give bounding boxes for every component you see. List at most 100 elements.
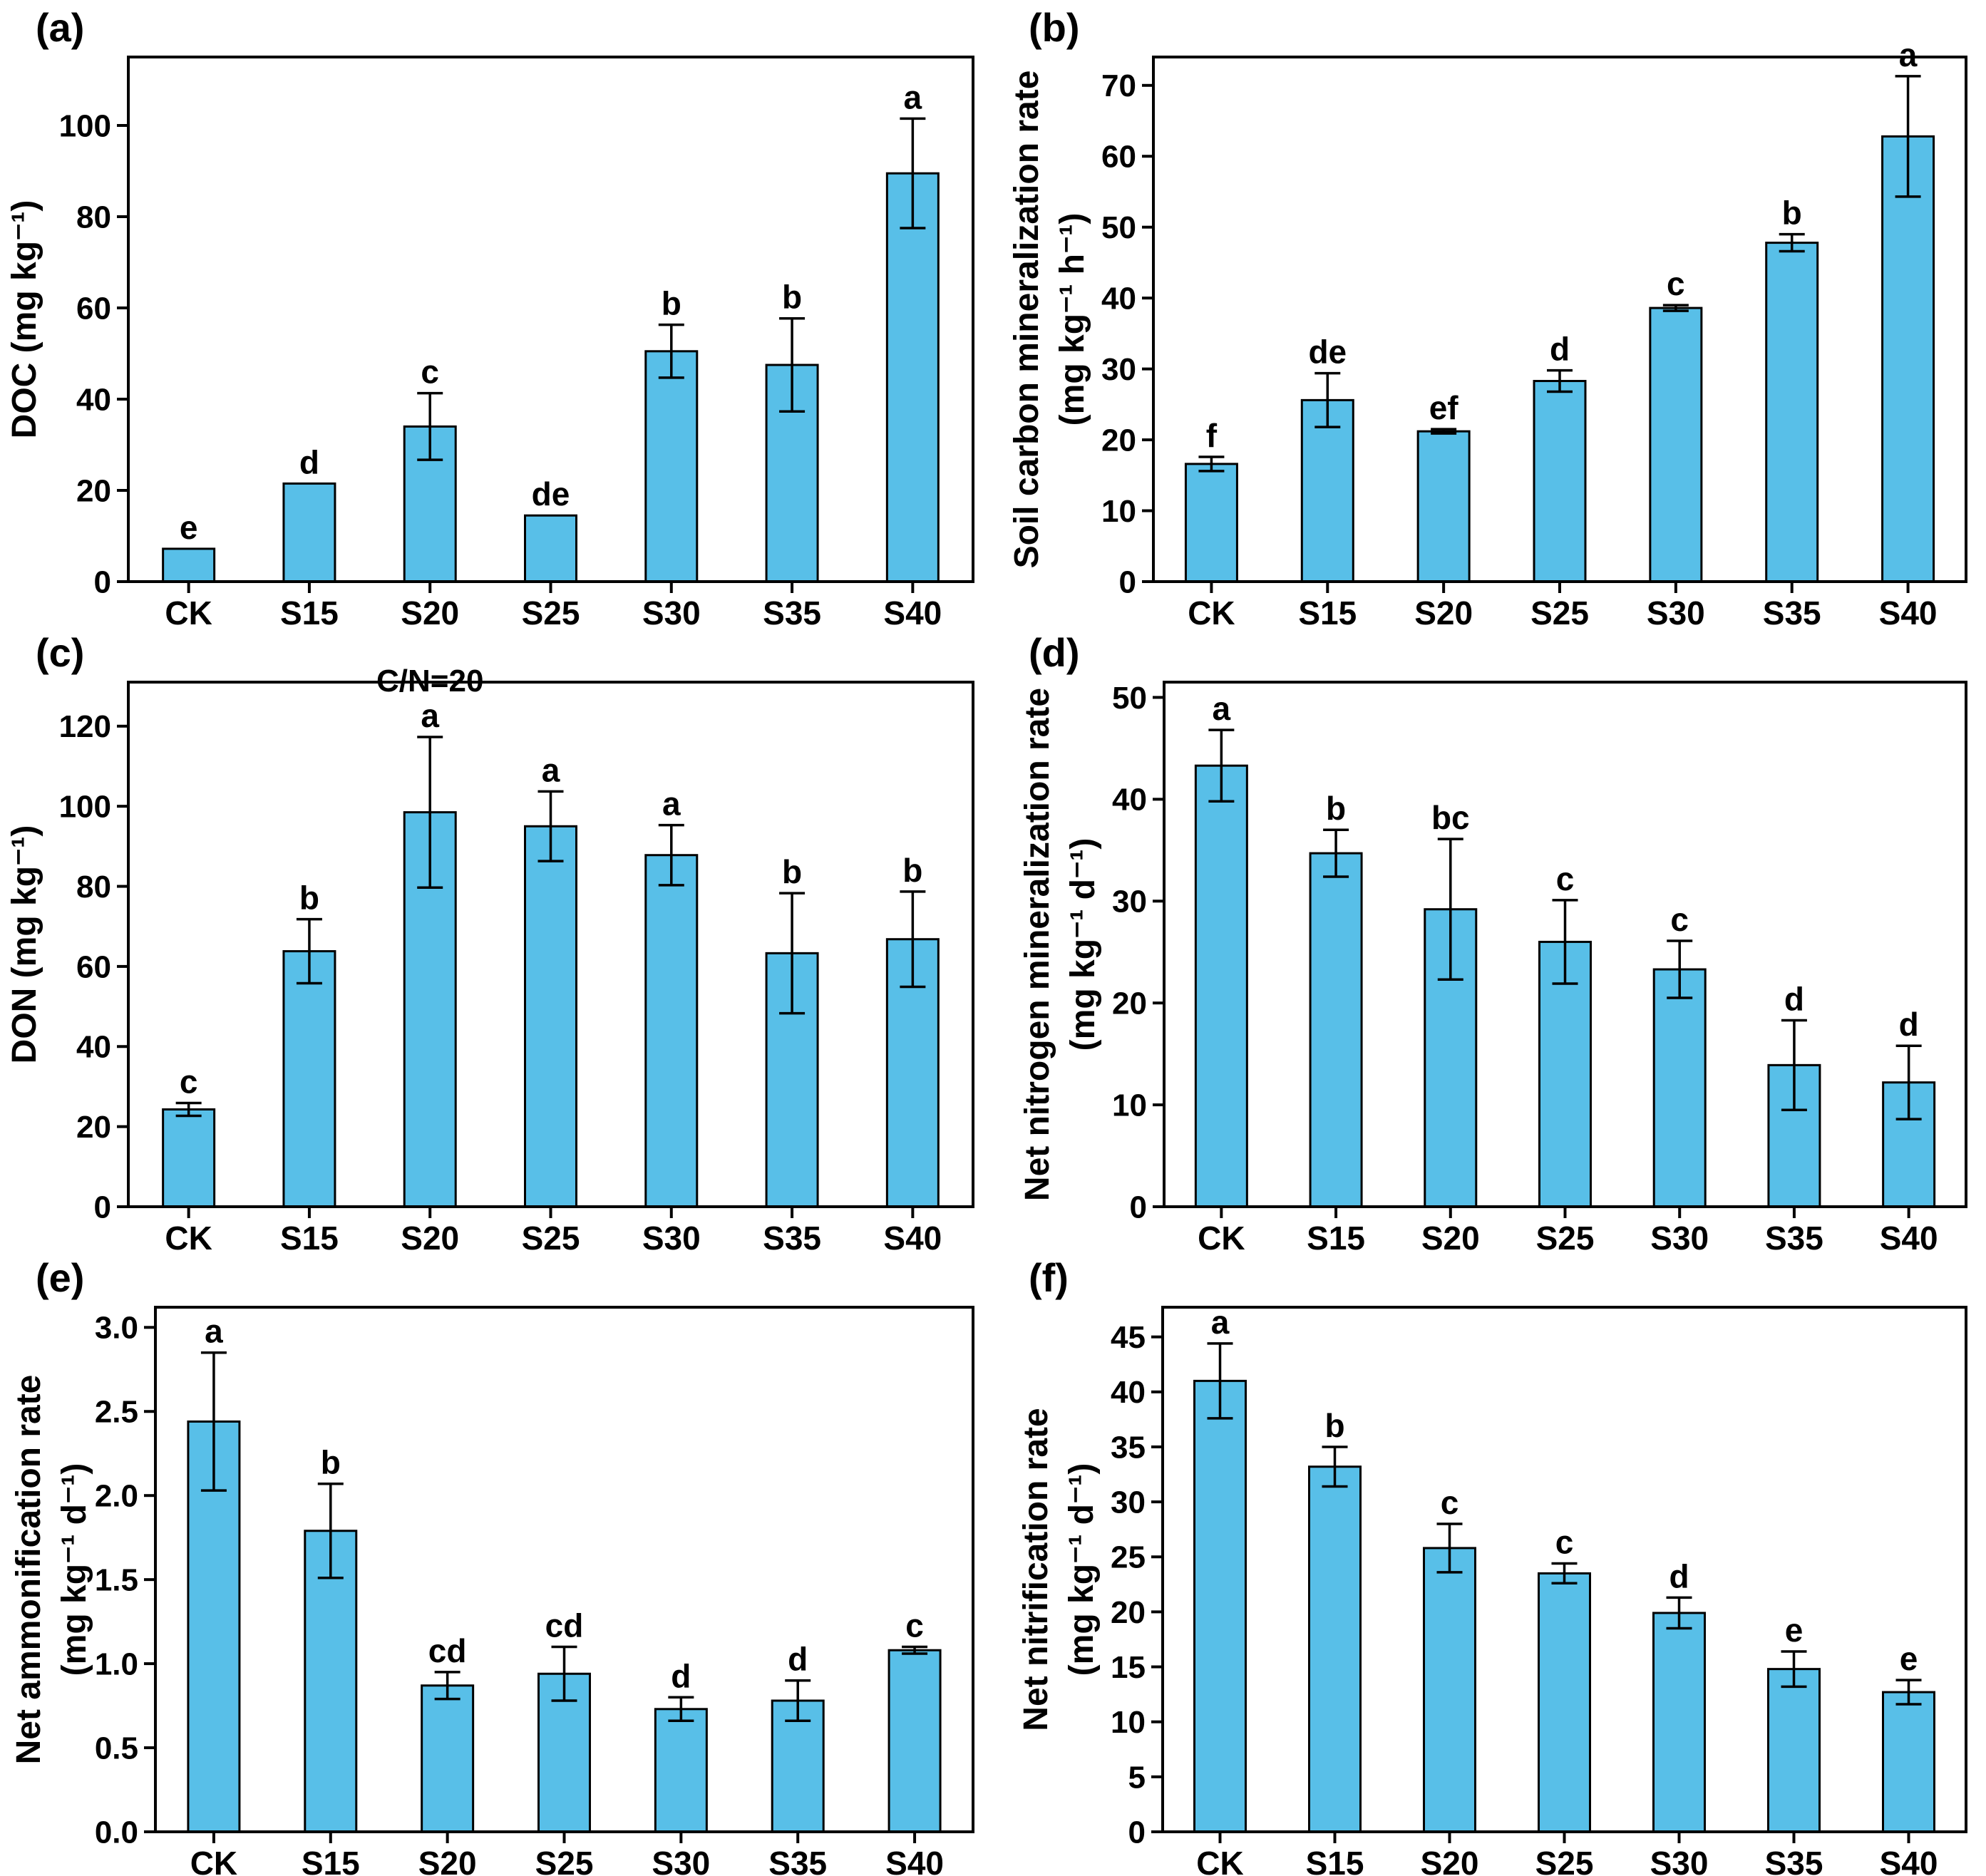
plot-border — [127, 681, 974, 1208]
plot-border — [1152, 56, 1967, 583]
panel-b: f CK de S15 ef S20 d S25 c S30 b S35 a S40 0 10 20 30 40 50… — [993, 0, 1986, 625]
y-tick-label: 0 — [94, 565, 111, 599]
bar-S15 — [282, 950, 336, 1208]
chart-net-nitrification: a CK b S15 c S20 c S25 d S30 e S35 e S40 0 5 10 15 20 25 30 3… — [1017, 1304, 1967, 1875]
bar-S25 — [524, 514, 577, 583]
y-tick-label: 2.5 — [95, 1395, 138, 1430]
x-tick-label-S25: S25 — [1530, 594, 1589, 625]
y-tick-label: 35 — [1111, 1430, 1146, 1465]
y-tick-label: 20 — [76, 1110, 111, 1145]
panel-f: a CK b S15 c S20 c S25 d S30 e S35 e S40 0 5 10 15 20 25 30 3… — [993, 1250, 1986, 1876]
y-axis-title-line-2: (mg kg⁻¹ h⁻¹) — [1054, 213, 1091, 426]
sig-letter-S20: c — [421, 354, 439, 391]
sig-letter-S25: d — [1550, 331, 1570, 368]
x-tick-label-S15: S15 — [1298, 594, 1357, 625]
sig-letter-S35: b — [1782, 195, 1802, 232]
sig-letter-S25: a — [542, 751, 560, 788]
sig-letter-S40: a — [904, 78, 922, 115]
bar-S30 — [1652, 1612, 1706, 1833]
y-tick-label: 15 — [1111, 1650, 1146, 1685]
x-tick-label-S30: S30 — [642, 594, 701, 625]
bar-S25 — [524, 825, 577, 1208]
bar-S30 — [654, 1708, 708, 1833]
y-tick-label: 0.5 — [95, 1731, 138, 1766]
bar-S20 — [1423, 1547, 1476, 1833]
y-tick-label: 60 — [76, 949, 111, 984]
y-tick-label: 0 — [1130, 1190, 1147, 1225]
x-tick-label-S40: S40 — [885, 1845, 944, 1875]
panel-a: e CK d S15 c S20 de S25 b S30 b S35 a S40 0 20 40 60 80 100… — [0, 0, 993, 625]
bar-CK — [162, 547, 216, 583]
y-tick-label: 40 — [76, 1030, 111, 1065]
y-axis-title-line-2: (mg kg⁻¹ d⁻¹) — [1063, 1463, 1101, 1676]
sig-letter-CK: a — [1211, 1304, 1230, 1341]
panel-label-c: (c) — [36, 630, 85, 675]
y-tick-label: 40 — [1111, 1375, 1146, 1410]
x-tick-label-CK: CK — [1198, 1220, 1245, 1250]
bar-S30 — [644, 854, 699, 1208]
sig-letter-CK: c — [180, 1063, 198, 1100]
x-tick-label-S25: S25 — [1535, 1845, 1594, 1875]
x-tick-label-S35: S35 — [763, 1220, 821, 1250]
bar-CK — [1194, 764, 1248, 1208]
y-tick-label: 60 — [76, 291, 111, 326]
x-tick-label-S20: S20 — [418, 1845, 477, 1875]
x-tick-label-S30: S30 — [1650, 1220, 1709, 1250]
x-tick-label-CK: CK — [1196, 1845, 1243, 1875]
sig-letter-S25: c — [1555, 1524, 1574, 1561]
x-tick-label-S25: S25 — [1536, 1220, 1595, 1250]
y-tick-label: 20 — [76, 473, 111, 508]
sig-letter-S20: a — [421, 697, 439, 734]
x-tick-label-S20: S20 — [1414, 594, 1473, 625]
y-tick-label: 40 — [76, 382, 111, 417]
sig-letter-S15: de — [1308, 334, 1347, 371]
sig-letter-CK: a — [1213, 690, 1231, 727]
sig-letter-S15: b — [1324, 1407, 1344, 1444]
panel-label-a: (a) — [36, 5, 85, 50]
sig-letter-S25: cd — [545, 1607, 584, 1644]
x-tick-label-S35: S35 — [1763, 594, 1821, 625]
chart-net-nitrogen-mineralization: a CK b S15 bc S20 c S25 c S30 d S35 d S40 0 10 20 30 40 50 N… — [1019, 681, 1967, 1250]
bar-S30 — [1649, 306, 1703, 583]
x-tick-label-S40: S40 — [883, 594, 942, 625]
sig-letter-CK: a — [205, 1313, 223, 1350]
bar-S30 — [1652, 968, 1707, 1208]
x-tick-label-S30: S30 — [1650, 1845, 1709, 1875]
y-tick-label: 50 — [1112, 681, 1147, 716]
sig-letter-CK: e — [180, 509, 198, 546]
y-tick-label: 3.0 — [95, 1311, 138, 1346]
sig-letter-S40: c — [905, 1607, 924, 1644]
y-axis-title-line-1: Net nitrification rate — [1017, 1408, 1055, 1731]
sig-letter-S40: d — [1899, 1006, 1919, 1043]
y-tick-label: 30 — [1112, 885, 1147, 919]
plot-border — [1161, 1306, 1967, 1833]
y-tick-label: 0 — [94, 1190, 111, 1225]
x-tick-label-S35: S35 — [1765, 1220, 1823, 1250]
y-tick-label: 30 — [1111, 1485, 1146, 1520]
sig-letter-S35: b — [782, 853, 802, 890]
bar-S15 — [1308, 1465, 1362, 1833]
x-tick-label-S25: S25 — [522, 594, 580, 625]
y-axis-title-line-2: (mg kg⁻¹ d⁻¹) — [56, 1463, 93, 1676]
x-tick-label-S20: S20 — [1421, 1845, 1479, 1875]
y-tick-label: 1.5 — [95, 1563, 138, 1598]
panel-label-d: (d) — [1029, 630, 1080, 675]
x-tick-label-S20: S20 — [401, 594, 459, 625]
bar-S40 — [1881, 135, 1935, 583]
sig-letter-S35: d — [1784, 980, 1804, 1017]
x-tick-label-S15: S15 — [1307, 1220, 1365, 1250]
bar-S35 — [1765, 242, 1819, 583]
chart-soil-carbon-mineralization: f CK de S15 ef S20 d S25 c S30 b S35 a S40 0 10 20 30 40 50… — [1008, 36, 1967, 625]
x-tick-label-S20: S20 — [1421, 1220, 1480, 1250]
x-tick-label-CK: CK — [190, 1845, 237, 1875]
panel-label-f: (f) — [1029, 1255, 1069, 1300]
bar-S15 — [282, 482, 336, 583]
x-tick-label-S25: S25 — [535, 1845, 594, 1875]
y-tick-label: 10 — [1112, 1088, 1147, 1123]
sig-letter-S25: de — [532, 475, 570, 512]
y-tick-label: 0 — [1119, 565, 1136, 599]
y-axis-title-line-1: Soil carbon mineralization rate — [1008, 71, 1046, 569]
bar-S20 — [421, 1684, 475, 1833]
sig-letter-S30: c — [1667, 265, 1685, 302]
